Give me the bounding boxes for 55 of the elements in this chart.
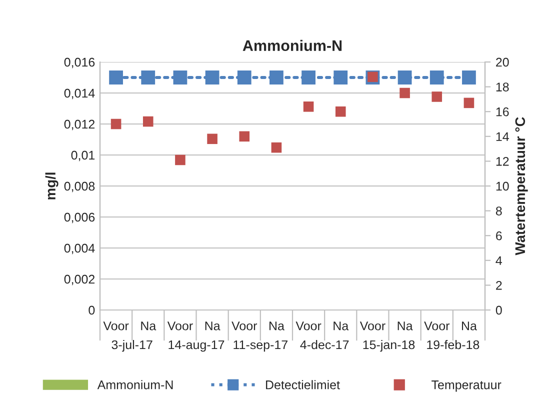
chart-title: Ammonium-N xyxy=(242,40,342,52)
point xyxy=(142,116,154,127)
x-tick-label: Na xyxy=(141,322,156,330)
x-tick-label: Voor xyxy=(167,322,193,330)
point xyxy=(271,142,282,153)
y2-tick-label: 10 xyxy=(496,182,509,191)
text: 15-jan-18 xyxy=(363,340,415,352)
text: 4-dec-17 xyxy=(300,340,349,350)
point xyxy=(239,131,250,142)
y-tick-label: 0,012 xyxy=(64,120,95,130)
y-tick-label: 0,008 xyxy=(64,182,95,192)
y-tick-label: 0,006 xyxy=(64,212,95,224)
x-tick-label: Voor xyxy=(103,322,129,330)
point xyxy=(432,92,442,102)
y2-tick-label: 18 xyxy=(496,82,509,92)
point xyxy=(207,134,218,144)
legend-label: Detectielimiet xyxy=(266,380,340,390)
legend-label: Ammonium-N xyxy=(97,380,173,390)
text: 14-aug-17 xyxy=(168,340,224,352)
y2-tick-label: 16 xyxy=(496,107,509,116)
point xyxy=(335,106,346,117)
x-tick-label: Na xyxy=(205,322,220,330)
y-axis-title: mg/l xyxy=(45,172,58,200)
point xyxy=(400,88,410,98)
y-tick-label: 0,002 xyxy=(64,274,95,286)
y-tick-label: 0 xyxy=(88,306,95,315)
x-tick-label: Voor xyxy=(296,322,322,330)
legend-label: Temperatuur xyxy=(432,380,502,392)
y2-tick-label: 12 xyxy=(496,157,509,166)
y2-tick-label: 6 xyxy=(496,231,502,240)
point xyxy=(464,98,474,108)
x-tick-label: Voor xyxy=(424,322,450,330)
y2-tick-label: 20 xyxy=(496,58,509,67)
text: 3-jul-17 xyxy=(112,340,152,352)
y-tick-label: 0,004 xyxy=(64,244,95,254)
x-tick-label: Na xyxy=(269,322,284,330)
y-tick-label: 0,016 xyxy=(64,58,95,68)
y-tick-label: 0,01 xyxy=(71,150,95,162)
y2-tick-label: 4 xyxy=(496,256,502,265)
x-tick-label: Na xyxy=(398,322,413,330)
point xyxy=(110,118,122,130)
text: 19-feb-18 xyxy=(427,340,480,350)
point xyxy=(303,101,314,112)
y2-axis-title: Watertemperatuur °C xyxy=(515,117,528,256)
x-tick-label: Voor xyxy=(232,322,258,330)
point xyxy=(175,154,186,166)
text: 11-sep-17 xyxy=(234,340,288,352)
y2-tick-label: 0 xyxy=(496,306,502,315)
y2-tick-label: 2 xyxy=(496,281,502,290)
x-tick-label: Voor xyxy=(360,322,386,330)
y2-tick-label: 8 xyxy=(496,206,502,216)
y2-tick-label: 14 xyxy=(496,132,509,141)
y-tick-label: 0,014 xyxy=(64,88,95,100)
x-tick-label: Na xyxy=(462,322,477,330)
x-tick-label: Na xyxy=(334,322,349,330)
